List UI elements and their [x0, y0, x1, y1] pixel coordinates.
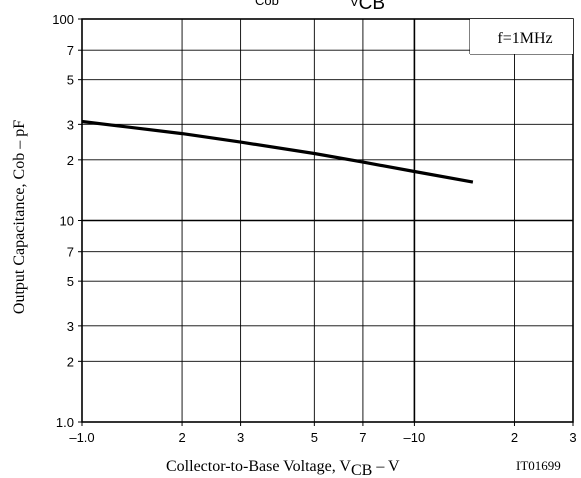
y-tick-label: 10 — [60, 214, 74, 229]
figure-id: IT01699 — [516, 458, 561, 473]
tick-labels: –1.0 2 3 5 7 –10 2 3 1.0 2 3 5 7 10 2 3 5 7 100 — [52, 12, 576, 445]
y-tick-label: 3 — [67, 319, 74, 334]
y-tick-label: 7 — [67, 43, 74, 58]
x-tick-label: –1.0 — [69, 430, 94, 445]
x-axis-label: Collector-to-Base Voltage, VCB – V — [166, 458, 400, 478]
y-tick-label: 5 — [67, 274, 74, 289]
annotation-text: f=1MHz — [497, 30, 552, 47]
x-tick-label: 2 — [511, 430, 518, 445]
title-left: Cob — [255, 0, 279, 8]
annotation-box: f=1MHz — [470, 19, 573, 54]
annotation-frame — [470, 19, 573, 54]
y-axis-label: Output Capacitance, Cob – pF — [11, 120, 28, 314]
chart-title: Cob VCB — [255, 0, 385, 14]
grid — [82, 19, 573, 422]
y-tick-label: 1.0 — [56, 415, 74, 430]
y-tick-label: 2 — [67, 354, 74, 369]
x-tick-label: 5 — [311, 430, 318, 445]
series — [81, 119, 474, 184]
x-tick-label: 7 — [359, 430, 366, 445]
x-tick-label: 3 — [569, 430, 576, 445]
x-tick-label: 3 — [237, 430, 244, 445]
y-tick-label: 7 — [67, 245, 74, 260]
x-tick-label: –10 — [404, 430, 426, 445]
title-right: VCB — [350, 0, 385, 14]
y-tick-label: 2 — [67, 153, 74, 168]
y-tick-label: 100 — [52, 12, 74, 27]
x-tick-label: 2 — [178, 430, 185, 445]
y-tick-label: 5 — [67, 73, 74, 88]
y-tick-label: 3 — [67, 117, 74, 132]
series-line — [81, 119, 474, 184]
